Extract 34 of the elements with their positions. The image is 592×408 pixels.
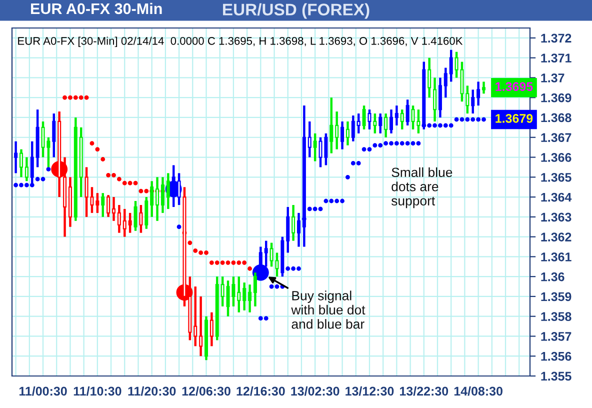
x-tick-label: 11/10:30	[74, 386, 122, 396]
x-tick-label: 11/00:30	[19, 386, 67, 396]
y-tick-label: 1.357	[541, 332, 572, 341]
chart-title: EUR A0-FX 30-Min	[31, 2, 162, 14]
y-tick-label: 1.369	[541, 93, 572, 102]
x-tick-label: 14/08:30	[454, 386, 502, 396]
y-tick-label: 1.366	[541, 153, 572, 162]
x-tick-label: 12/06:30	[182, 386, 230, 396]
y-tick-label: 1.364	[541, 192, 572, 202]
y-tick-label: 1.371	[541, 54, 572, 62]
annotation: EUR A0-FX [30-Min] 02/14/14 0.0000 C 1.3695, H 1.3698, L 1.3693, O 1.3696, V 1.4160K	[18, 36, 463, 48]
y-tick-label: 1.36	[541, 272, 564, 282]
x-tick-label: 13/12:30	[346, 386, 394, 396]
x-tick-label: 12/16:30	[236, 386, 285, 396]
chart-subtitle: EUR/USD (FOREX)	[223, 3, 370, 19]
data-label: 1.3679	[496, 114, 533, 123]
y-tick-label: 1.358	[541, 312, 572, 322]
x-tick-label: 13/02:30	[291, 386, 340, 396]
y-tick-label: 1.367	[541, 133, 572, 142]
y-tick-label: 1.368	[541, 113, 572, 122]
y-tick-label: 1.365	[541, 172, 572, 182]
y-tick-label: 1.356	[541, 352, 572, 361]
annotation: Buy signal with blue dot and blue bar	[291, 290, 366, 329]
annotation: Small blue dots are support	[391, 167, 452, 208]
y-tick-label: 1.359	[541, 292, 572, 302]
x-tick-label: 13/22:30	[400, 386, 448, 396]
y-tick-label: 1.372	[541, 34, 572, 43]
y-tick-label: 1.37	[541, 74, 564, 82]
y-tick-label: 1.355	[541, 372, 572, 381]
y-tick-label: 1.362	[541, 232, 572, 242]
y-tick-label: 1.361	[541, 252, 572, 262]
x-tick-label: 11/20:30	[128, 386, 176, 396]
y-tick-label: 1.363	[541, 212, 572, 222]
text: 1.3695	[496, 82, 533, 92]
